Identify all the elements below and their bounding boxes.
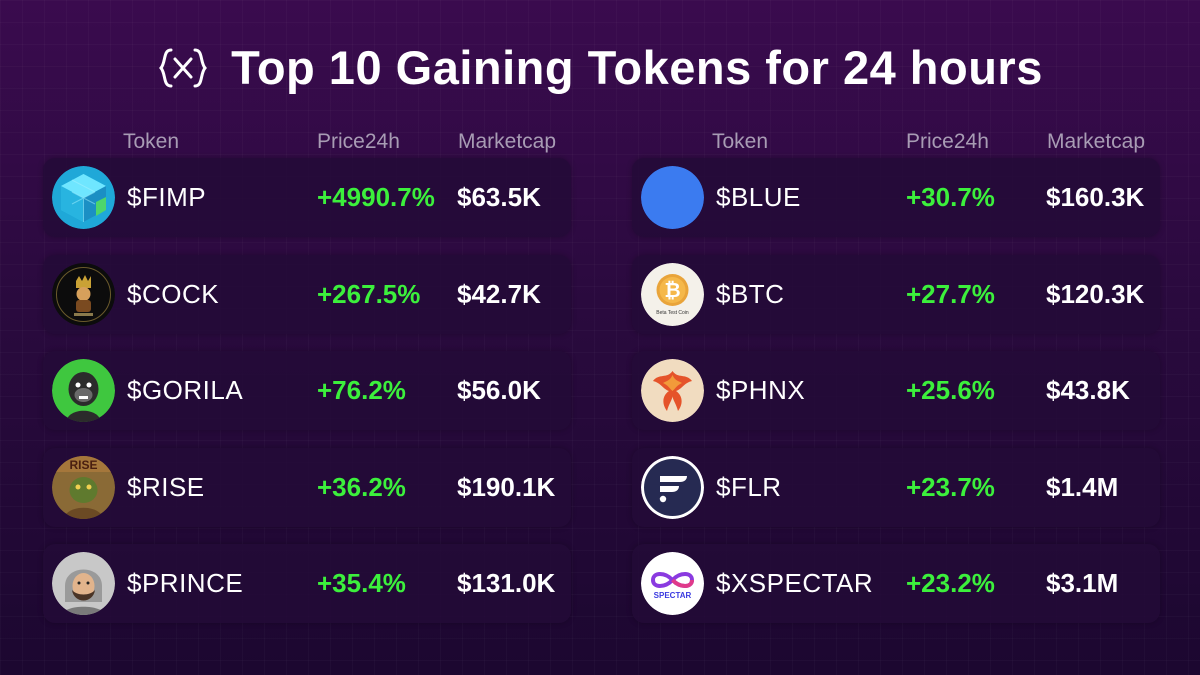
table-header: Token Price24h Marketcap (632, 128, 1162, 158)
column-header-token: Token (712, 130, 769, 153)
rise-avatar-caption: RISE (69, 458, 97, 472)
page-title: Top 10 Gaining Tokens for 24 hours (231, 41, 1043, 94)
token-row-prince[interactable]: $PRINCE +35.4% $131.0K (43, 544, 571, 623)
token-row-xspectar[interactable]: SPECTAR $XSPECTAR +23.2% $3.1M (632, 544, 1160, 623)
xspectar-infinity-icon: SPECTAR (641, 552, 704, 615)
column-header-price: Price24h (317, 130, 400, 153)
token-row-cock[interactable]: $COCK +267.5% $42.7K (43, 254, 571, 334)
token-row-phnx[interactable]: $PHNX +25.6% $43.8K (632, 351, 1160, 430)
column-header-price: Price24h (906, 130, 989, 153)
token-symbol: $FLR (716, 471, 782, 502)
gorilla-avatar (52, 359, 115, 422)
token-price-change: +30.7% (906, 182, 995, 212)
rise-avatar: RISE (52, 455, 115, 519)
page-header: Top 10 Gaining Tokens for 24 hours (0, 40, 1200, 95)
token-price-change: +267.5% (317, 278, 421, 309)
token-symbol: $GORILA (127, 375, 244, 405)
token-price-change: +23.7% (906, 471, 995, 502)
token-price-change: +27.7% (906, 278, 995, 309)
token-marketcap: $56.0K (457, 375, 541, 405)
token-symbol: $RISE (127, 471, 205, 502)
xspectar-avatar-caption: SPECTAR (654, 591, 692, 600)
token-marketcap: $160.3K (1046, 182, 1145, 212)
token-symbol: $XSPECTAR (716, 568, 874, 598)
token-symbol: $BLUE (716, 182, 801, 212)
token-marketcap: $1.4M (1046, 471, 1119, 502)
token-price-change: +25.6% (906, 375, 995, 405)
token-marketcap: $63.5K (457, 182, 541, 212)
token-row-blue[interactable]: $BLUE +30.7% $160.3K (632, 158, 1160, 237)
column-header-token: Token (123, 130, 180, 153)
column-header-marketcap: Marketcap (1047, 130, 1146, 153)
cock-kings-avatar (52, 262, 115, 326)
svg-text:₿: ₿ (664, 280, 680, 302)
prince-avatar (52, 552, 115, 615)
token-symbol: $BTC (716, 278, 785, 309)
token-price-change: +4990.7% (317, 182, 435, 212)
token-price-change: +35.4% (317, 568, 406, 598)
token-marketcap: $43.8K (1046, 375, 1130, 405)
token-price-change: +36.2% (317, 471, 406, 502)
token-row-fimp[interactable]: $FIMP +4990.7% $63.5K (43, 158, 571, 237)
btc-avatar-caption: Beta Test Coin (656, 310, 689, 316)
token-price-change: +76.2% (317, 375, 406, 405)
token-marketcap: $42.7K (457, 278, 541, 309)
token-row-flr[interactable]: $FLR +23.7% $1.4M (632, 447, 1160, 527)
token-marketcap: $190.1K (457, 471, 556, 502)
token-symbol: $PRINCE (127, 568, 244, 598)
token-symbol: $PHNX (716, 375, 806, 405)
curly-x-logo-icon (159, 48, 208, 87)
token-marketcap: $120.3K (1046, 278, 1145, 309)
token-row-rise[interactable]: RISE $RISE +36.2% $190.1K (43, 447, 571, 527)
flare-icon (641, 455, 704, 519)
column-header-marketcap: Marketcap (458, 130, 557, 153)
phoenix-avatar (641, 359, 704, 422)
token-row-btc[interactable]: ₿ Beta Test Coin $BTC +27.7% $120.3K (632, 254, 1160, 334)
blue-circle-icon (641, 166, 704, 229)
token-marketcap: $3.1M (1046, 568, 1119, 598)
right-token-table: Token Price24h Marketcap $BLUE +30.7% $1… (632, 128, 1162, 641)
token-symbol: $COCK (127, 278, 220, 309)
token-symbol: $FIMP (127, 182, 207, 212)
token-marketcap: $131.0K (457, 568, 556, 598)
left-token-table: Token Price24h Marketcap $FIMP +4990.7% … (43, 128, 573, 641)
token-price-change: +23.2% (906, 568, 995, 598)
bitcoin-coin-icon: ₿ Beta Test Coin (641, 262, 704, 326)
table-header: Token Price24h Marketcap (43, 128, 573, 158)
token-row-gorila[interactable]: $GORILA +76.2% $56.0K (43, 351, 571, 430)
fimp-cube-icon (52, 166, 115, 229)
